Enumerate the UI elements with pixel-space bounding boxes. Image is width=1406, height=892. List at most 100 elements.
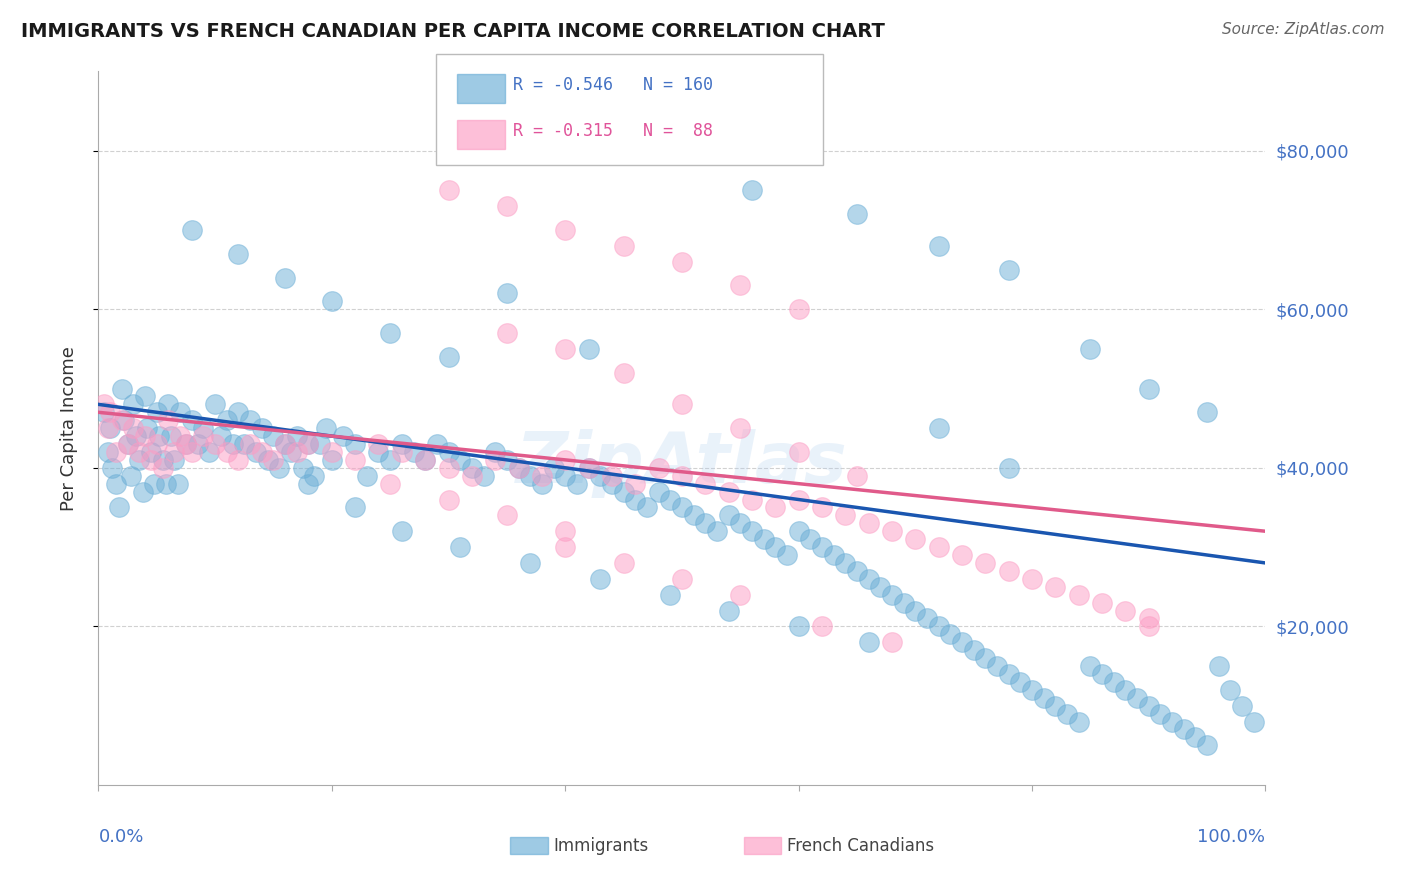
Point	[174, 437, 197, 451]
Point	[613, 556, 636, 570]
Point	[104, 476, 127, 491]
Point	[659, 492, 682, 507]
Text: 0.0%: 0.0%	[98, 828, 143, 846]
Point	[519, 556, 541, 570]
Point	[152, 453, 174, 467]
Point	[1080, 659, 1102, 673]
Point	[262, 453, 284, 467]
Point	[730, 278, 752, 293]
Point	[285, 429, 308, 443]
Point	[1045, 698, 1067, 713]
Point	[543, 460, 565, 475]
Point	[554, 524, 576, 539]
Point	[152, 460, 174, 475]
Point	[880, 524, 903, 539]
Point	[928, 540, 950, 554]
Point	[1021, 682, 1043, 697]
Point	[1137, 619, 1160, 633]
Point	[496, 453, 519, 467]
Point	[846, 564, 869, 578]
Point	[1219, 682, 1241, 697]
Point	[858, 635, 880, 649]
Point	[752, 532, 775, 546]
Text: 100.0%: 100.0%	[1198, 828, 1265, 846]
Point	[309, 437, 332, 451]
Point	[204, 397, 226, 411]
Point	[763, 500, 786, 515]
Point	[647, 460, 669, 475]
Point	[554, 468, 576, 483]
Point	[636, 500, 658, 515]
Point	[291, 460, 314, 475]
Point	[1208, 659, 1230, 673]
Point	[228, 246, 250, 260]
Point	[671, 500, 693, 515]
Point	[108, 500, 131, 515]
Point	[221, 437, 243, 451]
Text: IMMIGRANTS VS FRENCH CANADIAN PER CAPITA INCOME CORRELATION CHART: IMMIGRANTS VS FRENCH CANADIAN PER CAPITA…	[21, 22, 884, 41]
Point	[139, 453, 162, 467]
Point	[111, 413, 134, 427]
Point	[391, 437, 413, 451]
Point	[297, 437, 319, 451]
Point	[1067, 714, 1090, 729]
Point	[741, 492, 763, 507]
Point	[811, 540, 834, 554]
Point	[484, 453, 506, 467]
Text: French Canadians: French Canadians	[787, 837, 934, 855]
Point	[148, 429, 170, 443]
Point	[858, 572, 880, 586]
Point	[799, 532, 821, 546]
Point	[437, 183, 460, 197]
Point	[332, 429, 354, 443]
Point	[250, 421, 273, 435]
Point	[1067, 588, 1090, 602]
Point	[811, 500, 834, 515]
Point	[128, 453, 150, 467]
Point	[671, 397, 693, 411]
Point	[915, 611, 938, 625]
Point	[132, 484, 155, 499]
Point	[101, 460, 124, 475]
Point	[187, 437, 209, 451]
Point	[146, 437, 169, 451]
Point	[262, 429, 284, 443]
Point	[962, 643, 984, 657]
Point	[600, 476, 623, 491]
Point	[1102, 674, 1125, 689]
Point	[1230, 698, 1253, 713]
Point	[496, 508, 519, 523]
Point	[157, 397, 180, 411]
Point	[413, 453, 436, 467]
Point	[904, 532, 927, 546]
Point	[280, 445, 302, 459]
Point	[1032, 690, 1054, 705]
Point	[93, 405, 115, 419]
Point	[125, 429, 148, 443]
Point	[304, 468, 326, 483]
Point	[228, 405, 250, 419]
Point	[1195, 739, 1218, 753]
Point	[787, 302, 810, 317]
Point	[104, 445, 127, 459]
Point	[163, 453, 186, 467]
Point	[1184, 731, 1206, 745]
Point	[530, 468, 553, 483]
Point	[180, 223, 202, 237]
Point	[269, 460, 291, 475]
Point	[180, 445, 202, 459]
Text: R = -0.315   N =  88: R = -0.315 N = 88	[513, 122, 713, 140]
Point	[787, 445, 810, 459]
Point	[1091, 596, 1114, 610]
Point	[380, 476, 402, 491]
Point	[659, 588, 682, 602]
Point	[1195, 405, 1218, 419]
Point	[554, 453, 576, 467]
Point	[437, 492, 460, 507]
Point	[1091, 667, 1114, 681]
Point	[880, 588, 903, 602]
Point	[380, 326, 402, 340]
Point	[97, 421, 120, 435]
Point	[120, 468, 142, 483]
Point	[823, 548, 845, 562]
